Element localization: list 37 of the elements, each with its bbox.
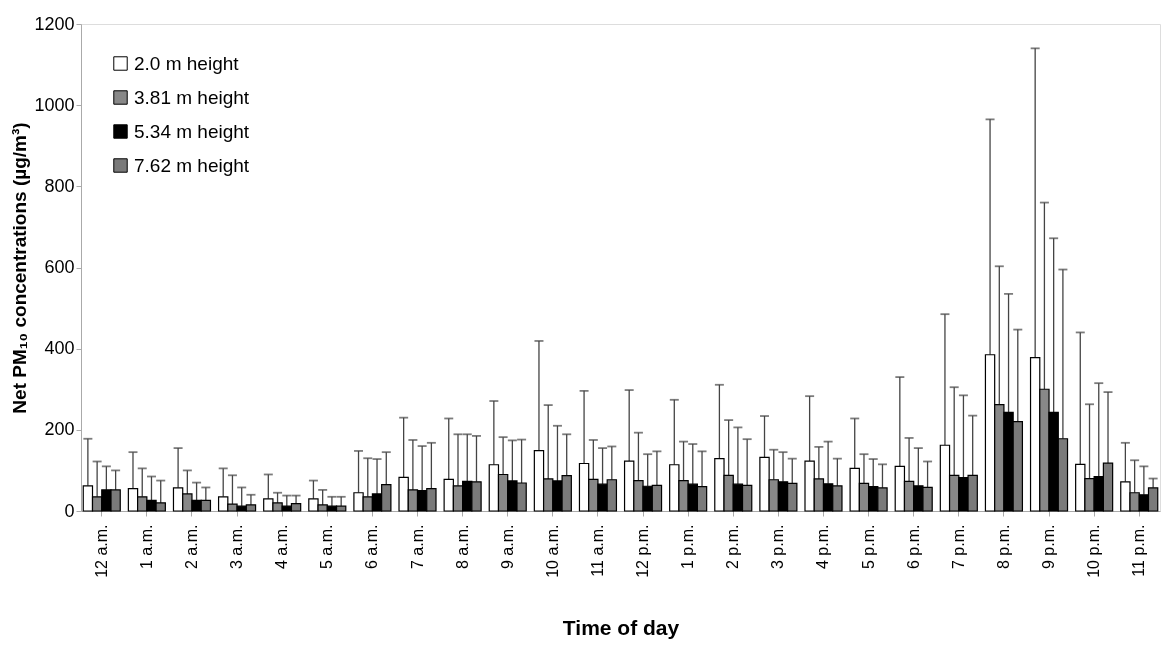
x-tick-label: 6 p.m.	[904, 524, 922, 569]
x-tick-label: 4 a.m.	[273, 524, 291, 569]
legend-label: 5.34 m height	[134, 120, 250, 142]
y-tick-label: 1000	[34, 94, 75, 115]
x-tick-label: 7 p.m.	[949, 524, 967, 569]
x-tick-label: 11 a.m.	[588, 524, 606, 577]
x-tick-label: 3 p.m.	[769, 524, 787, 569]
legend-label: 7.62 m height	[134, 154, 250, 176]
x-tick-label: 10 p.m.	[1085, 524, 1103, 578]
x-tick-label: 5 a.m.	[318, 524, 336, 569]
x-tick-label: 10 a.m.	[543, 524, 561, 578]
legend-label: 3.81 m height	[134, 86, 250, 108]
y-tick-label: 800	[44, 175, 75, 196]
x-tick-label: 8 a.m.	[453, 524, 471, 569]
x-tick-label: 7 a.m.	[408, 524, 426, 569]
y-tick-label: 0	[64, 500, 75, 521]
x-tick-label: 4 p.m.	[814, 524, 832, 569]
y-tick-label: 400	[44, 338, 75, 359]
x-tick-label: 12 p.m.	[634, 524, 652, 578]
y-axis-title: Net PM₁₀ concentrations (µg/m³)	[9, 122, 31, 414]
y-tick-label: 1200	[34, 13, 75, 34]
x-tick-label: 5 p.m.	[859, 524, 877, 569]
x-tick-label: 12 a.m.	[92, 524, 110, 578]
x-axis-title: Time of day	[562, 615, 680, 639]
y-tick-label: 200	[44, 419, 75, 440]
x-tick-label: 9 a.m.	[498, 524, 516, 569]
x-tick-label: 8 p.m.	[994, 524, 1012, 569]
x-tick-label: 1 p.m.	[679, 524, 697, 569]
x-tick-label: 2 a.m.	[182, 524, 200, 569]
x-tick-label: 11 p.m.	[1130, 524, 1148, 577]
y-tick-label: 600	[44, 257, 75, 277]
legend-label: 2.0 m height	[134, 52, 240, 74]
x-tick-label: 9 p.m.	[1040, 524, 1058, 569]
x-tick-label: 2 p.m.	[724, 524, 742, 569]
x-tick-label: 6 a.m.	[363, 524, 381, 569]
x-tick-label: 3 a.m.	[228, 524, 246, 569]
x-tick-label: 1 a.m.	[137, 524, 155, 569]
